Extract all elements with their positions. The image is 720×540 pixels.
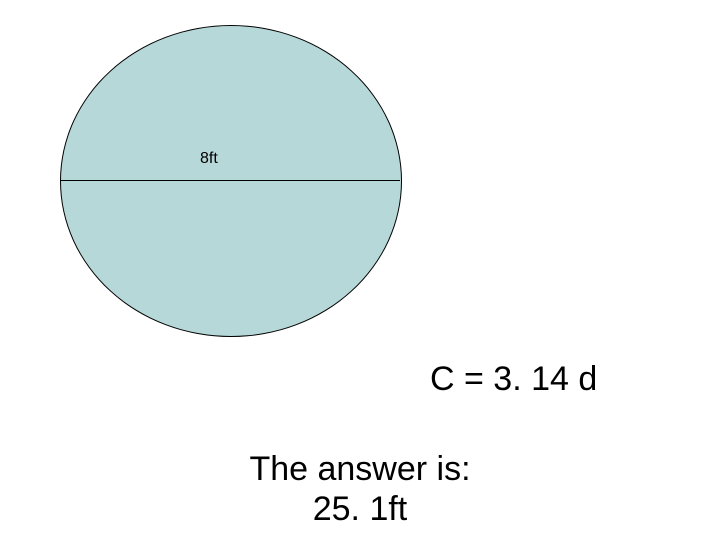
diameter-line (60, 180, 400, 181)
answer-line1: The answer is: (0, 450, 720, 489)
circle-shape (60, 25, 402, 337)
formula-text: C = 3. 14 d (430, 360, 597, 399)
diameter-label: 8ft (200, 150, 218, 168)
answer-line2: 25. 1ft (0, 490, 720, 529)
